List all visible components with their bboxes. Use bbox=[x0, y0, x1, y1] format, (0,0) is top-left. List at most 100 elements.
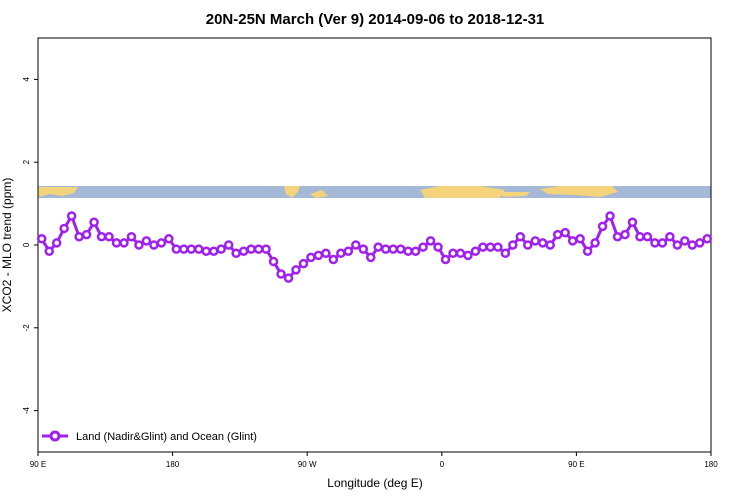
data-point bbox=[231, 248, 241, 259]
data-point bbox=[448, 248, 458, 259]
data-point bbox=[336, 248, 346, 259]
data-point bbox=[81, 229, 92, 240]
data-point bbox=[695, 238, 705, 248]
data-point bbox=[328, 254, 339, 265]
data-point bbox=[186, 244, 197, 254]
land bbox=[420, 186, 505, 198]
data-point bbox=[575, 234, 585, 244]
y-tick-label: -2 bbox=[22, 324, 31, 332]
data-point bbox=[238, 246, 249, 256]
data-point bbox=[134, 240, 144, 250]
data-point bbox=[44, 246, 54, 256]
y-tick-label: 4 bbox=[22, 77, 31, 82]
data-point bbox=[440, 254, 451, 265]
data-point bbox=[403, 246, 413, 256]
data-point bbox=[119, 238, 129, 248]
x-tick-label: 90 E bbox=[30, 460, 46, 469]
data-point bbox=[298, 258, 309, 269]
data-point bbox=[216, 244, 226, 254]
x-tick-label: 90 W bbox=[298, 460, 317, 469]
data-point bbox=[179, 244, 189, 254]
data-point bbox=[96, 231, 107, 242]
data-point bbox=[478, 242, 488, 252]
data-point bbox=[89, 217, 99, 227]
y-axis-label: XCO2 - MLO trend (ppm) bbox=[0, 178, 14, 313]
data-point bbox=[291, 265, 301, 275]
data-point bbox=[126, 231, 137, 242]
chart-title: 20N-25N March (Ver 9) 2014-09-06 to 2018… bbox=[206, 11, 545, 28]
data-point bbox=[373, 242, 383, 252]
data-point bbox=[276, 269, 286, 279]
data-point bbox=[164, 234, 174, 244]
data-point bbox=[463, 250, 473, 261]
data-point bbox=[246, 244, 256, 254]
legend-label: Land (Nadir&Glint) and Ocean (Glint) bbox=[76, 431, 257, 443]
data-point bbox=[612, 231, 623, 242]
data-point bbox=[493, 242, 503, 252]
data-point bbox=[59, 223, 69, 234]
data-point bbox=[485, 242, 496, 252]
data-point bbox=[395, 244, 406, 254]
data-point bbox=[141, 236, 152, 246]
data-point bbox=[253, 244, 264, 254]
data-point bbox=[657, 238, 668, 248]
data-point bbox=[66, 211, 77, 221]
y-tick-label: -4 bbox=[22, 406, 31, 414]
data-point bbox=[605, 211, 615, 221]
data-point bbox=[201, 246, 211, 256]
x-tick-label: 0 bbox=[440, 460, 445, 469]
data-point bbox=[208, 246, 219, 256]
land bbox=[310, 190, 328, 198]
data-point bbox=[74, 231, 84, 242]
data-point bbox=[672, 240, 683, 250]
data-point bbox=[560, 227, 570, 238]
data-point bbox=[36, 234, 47, 244]
legend: Land (Nadir&Glint) and Ocean (Glint) bbox=[42, 430, 257, 443]
data-point bbox=[223, 240, 234, 250]
data-point bbox=[149, 240, 159, 250]
data-point bbox=[366, 252, 376, 263]
data-point bbox=[538, 238, 548, 248]
data-point bbox=[313, 250, 324, 261]
data-point bbox=[620, 229, 630, 240]
data-point bbox=[380, 244, 391, 254]
data-point bbox=[515, 231, 526, 242]
data-point bbox=[418, 242, 428, 252]
data-point bbox=[358, 244, 369, 254]
data-point bbox=[425, 236, 436, 246]
data-point bbox=[171, 244, 182, 254]
x-tick-label: 180 bbox=[166, 460, 180, 469]
data-point bbox=[433, 242, 443, 252]
data-point bbox=[508, 240, 518, 250]
y-tick-label: 0 bbox=[22, 242, 31, 247]
x-tick-label: 90 E bbox=[568, 460, 584, 469]
data-point bbox=[306, 252, 316, 263]
data-point bbox=[627, 217, 638, 227]
data-point bbox=[51, 238, 62, 248]
data-point bbox=[261, 244, 271, 254]
data-point bbox=[635, 231, 645, 242]
data-point bbox=[268, 256, 279, 267]
data-point bbox=[523, 240, 533, 250]
data-point bbox=[552, 229, 563, 240]
data-point bbox=[597, 221, 608, 232]
data-point bbox=[351, 240, 361, 250]
data-point bbox=[530, 236, 541, 246]
land bbox=[38, 187, 78, 197]
data-point bbox=[104, 231, 114, 242]
data-point bbox=[665, 231, 675, 242]
map-strip bbox=[38, 186, 711, 198]
x-tick-label: 180 bbox=[704, 460, 718, 469]
land bbox=[284, 186, 300, 198]
data-point bbox=[111, 238, 122, 248]
data-point bbox=[500, 248, 511, 259]
data-point bbox=[343, 246, 354, 256]
y-tick-label: 2 bbox=[22, 159, 31, 164]
data-point bbox=[702, 234, 713, 244]
data-point bbox=[156, 238, 167, 248]
data-point bbox=[283, 273, 294, 283]
data-point bbox=[470, 246, 481, 256]
data-point bbox=[650, 238, 660, 248]
data-point bbox=[567, 236, 578, 246]
